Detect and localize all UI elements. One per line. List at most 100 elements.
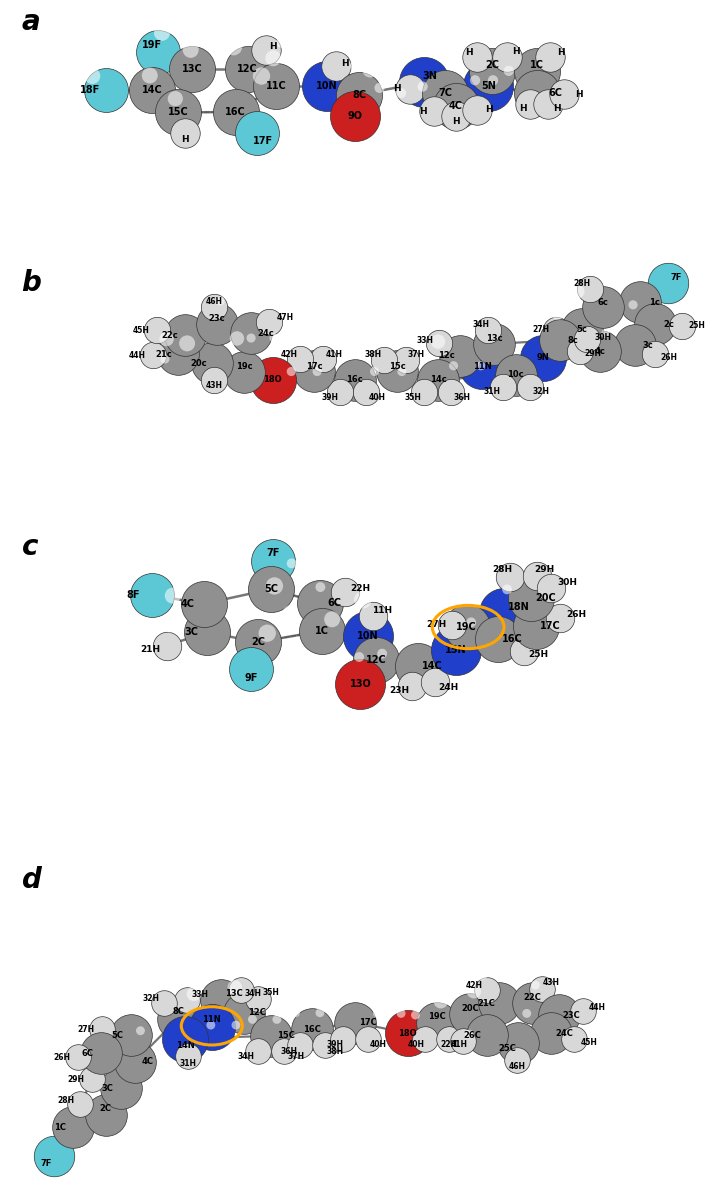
- Text: 12C: 12C: [248, 1008, 266, 1017]
- Text: 16C: 16C: [503, 634, 523, 644]
- Point: [489, 954, 500, 973]
- Point: [481, 1026, 493, 1045]
- Text: 15C: 15C: [277, 1031, 294, 1040]
- Point: [172, 345, 184, 364]
- Point: [597, 298, 609, 317]
- Point: [350, 56, 361, 75]
- Text: H: H: [576, 89, 583, 99]
- Text: c: c: [22, 533, 38, 561]
- Point: [102, 292, 113, 312]
- Text: 37H: 37H: [408, 351, 425, 359]
- Text: 40H: 40H: [368, 392, 386, 402]
- Point: [238, 1004, 250, 1023]
- Text: 6C: 6C: [549, 88, 563, 97]
- Point: [327, 610, 338, 629]
- Point: [481, 981, 493, 1000]
- Point: [312, 361, 323, 380]
- Point: [314, 593, 326, 612]
- Text: 8F: 8F: [127, 590, 140, 600]
- Point: [268, 49, 279, 68]
- Point: [434, 300, 445, 319]
- Text: 13C: 13C: [225, 989, 243, 999]
- Point: [431, 1014, 442, 1033]
- Text: 16c: 16c: [346, 376, 363, 384]
- Point: [198, 594, 210, 614]
- Text: H: H: [553, 105, 560, 113]
- Point: [337, 1028, 349, 1048]
- Point: [490, 24, 501, 43]
- Point: [530, 976, 541, 995]
- Point: [151, 321, 162, 340]
- Point: [477, 297, 488, 316]
- Point: [24, 1023, 36, 1042]
- Text: 21c: 21c: [155, 350, 172, 359]
- Text: 18O: 18O: [264, 376, 282, 384]
- Text: 24C: 24C: [556, 1028, 573, 1038]
- Point: [417, 24, 429, 43]
- Point: [49, 994, 60, 1013]
- Point: [253, 633, 264, 652]
- Point: [493, 994, 505, 1013]
- Point: [475, 964, 487, 983]
- Text: H: H: [519, 105, 526, 113]
- Text: 34H: 34H: [245, 989, 262, 998]
- Point: [86, 1070, 98, 1089]
- Text: 8c: 8c: [568, 335, 578, 345]
- Point: [486, 61, 498, 80]
- Point: [536, 259, 547, 278]
- Text: 29H: 29H: [67, 1075, 85, 1083]
- Text: 34H: 34H: [237, 1052, 254, 1062]
- Point: [267, 552, 279, 571]
- Point: [271, 338, 283, 357]
- Point: [37, 1037, 49, 1056]
- Point: [206, 353, 218, 372]
- Point: [134, 964, 145, 983]
- Text: 3N: 3N: [422, 71, 437, 81]
- Point: [147, 346, 159, 365]
- Point: [294, 1036, 306, 1055]
- Point: [465, 612, 477, 631]
- Point: [584, 279, 596, 298]
- Point: [374, 78, 386, 97]
- Point: [369, 361, 381, 380]
- Point: [628, 295, 639, 314]
- Point: [587, 241, 598, 260]
- Point: [662, 273, 673, 292]
- Text: 39H: 39H: [326, 1040, 343, 1049]
- Point: [230, 1015, 242, 1034]
- Text: 28H: 28H: [57, 1095, 75, 1105]
- Point: [101, 81, 112, 100]
- Text: 18F: 18F: [80, 86, 101, 95]
- Text: 36H: 36H: [281, 1046, 298, 1056]
- Point: [269, 328, 280, 347]
- Point: [501, 580, 513, 599]
- Point: [129, 321, 140, 340]
- Point: [577, 1001, 589, 1020]
- Text: 5C: 5C: [112, 1031, 123, 1039]
- Point: [52, 1011, 63, 1030]
- Text: 1c: 1c: [649, 297, 661, 307]
- Point: [533, 308, 544, 327]
- Point: [48, 1147, 60, 1166]
- Point: [439, 83, 451, 102]
- Point: [676, 316, 688, 335]
- Point: [368, 606, 379, 625]
- Text: 18N: 18N: [508, 602, 529, 612]
- Point: [554, 609, 566, 628]
- Point: [181, 990, 192, 1009]
- Text: 2c: 2c: [663, 320, 675, 329]
- Point: [134, 282, 145, 301]
- Text: 1C: 1C: [314, 627, 329, 636]
- Point: [576, 320, 587, 339]
- Text: 44H: 44H: [589, 1004, 606, 1012]
- Point: [357, 591, 368, 610]
- Text: 37H: 37H: [288, 1052, 305, 1062]
- Text: 26H: 26H: [566, 610, 586, 619]
- Text: 45H: 45H: [132, 326, 149, 334]
- Point: [452, 312, 463, 331]
- Point: [108, 608, 119, 627]
- Point: [187, 955, 199, 974]
- Point: [411, 302, 422, 321]
- Point: [350, 1013, 361, 1032]
- Point: [325, 33, 336, 52]
